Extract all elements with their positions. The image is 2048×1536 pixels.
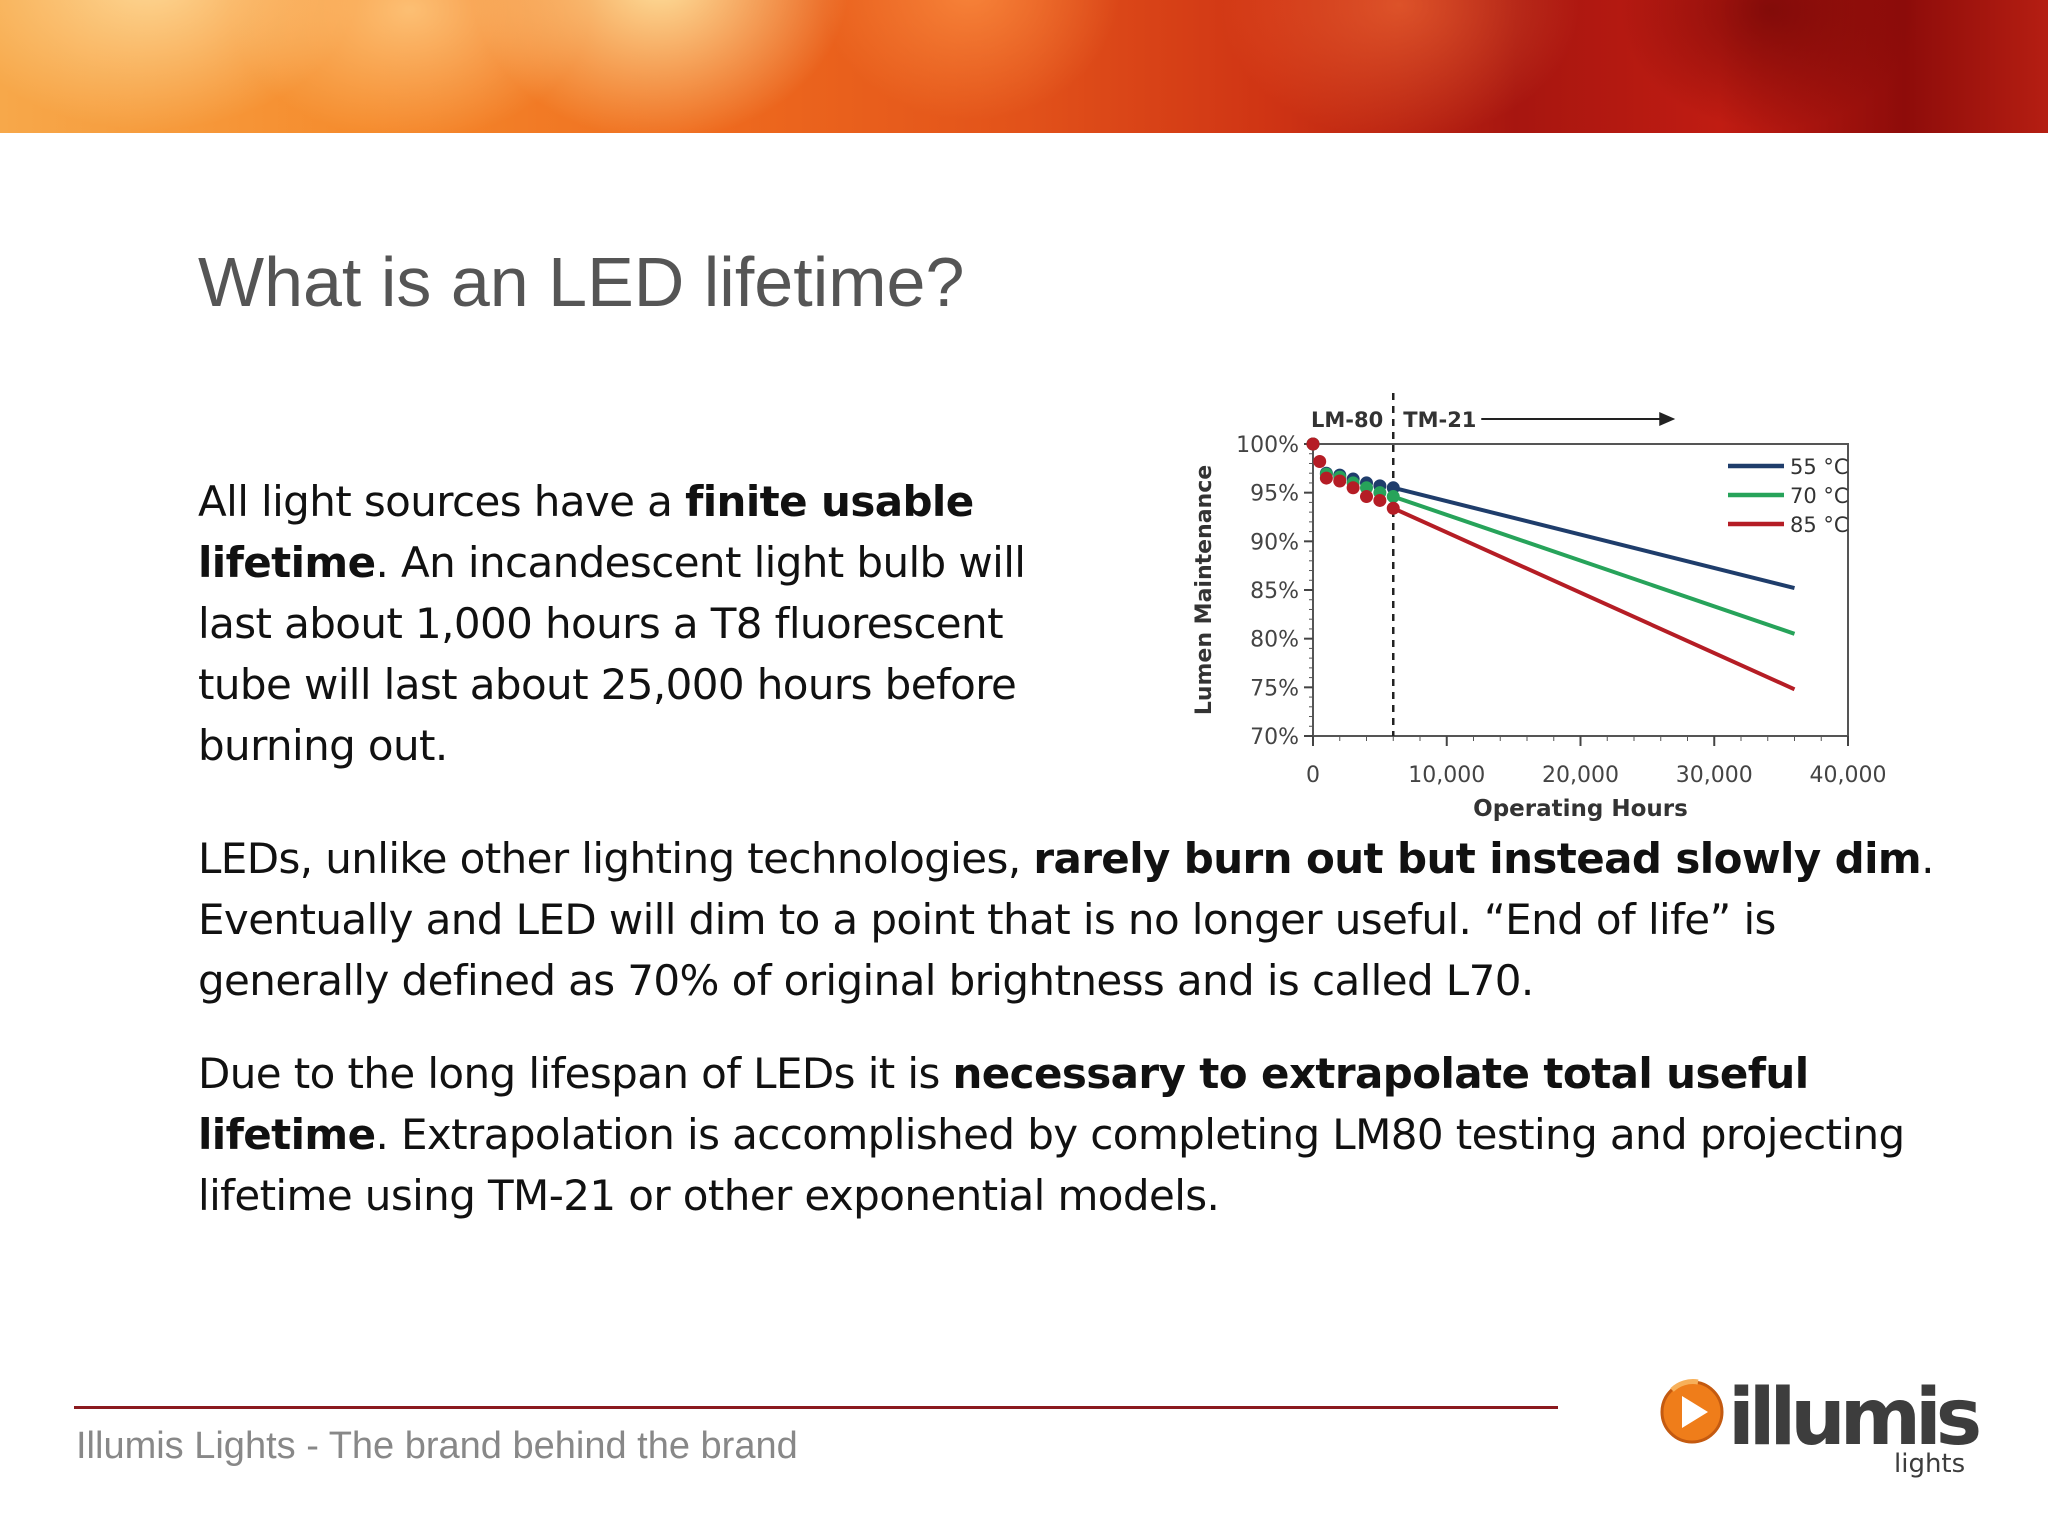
data-point (1346, 481, 1360, 495)
legend-label: 85 °C (1790, 513, 1849, 537)
body-text: . Extrapolation is accomplished by compl… (198, 1110, 1905, 1220)
x-tick-label: 40,000 (1810, 763, 1887, 788)
data-point (1386, 490, 1400, 504)
logo-subtext: lights (1894, 1449, 1965, 1478)
header-banner (0, 0, 2048, 133)
data-point (1333, 474, 1347, 488)
tm21-arrow-head (1659, 412, 1676, 426)
x-axis-title: Operating Hours (1473, 796, 1688, 822)
data-point (1313, 455, 1327, 469)
footer-divider (74, 1406, 1558, 1409)
y-tick-label: 100% (1236, 433, 1299, 458)
paragraph-lifetime: All light sources have a finite usable l… (198, 471, 1078, 776)
projection-line (1392, 494, 1796, 636)
y-tick-label: 85% (1250, 579, 1299, 604)
legend-label: 70 °C (1790, 484, 1849, 508)
lm80-label: LM-80 (1311, 408, 1383, 432)
emphasis-text: rarely burn out but instead slowly dim (1033, 834, 1922, 883)
body-text: All light sources have a (198, 477, 686, 526)
emphasis-text: necessary to extrapolate total useful li… (198, 1049, 1809, 1159)
x-tick-label: 20,000 (1542, 763, 1619, 788)
lumen-maintenance-chart: 100% 95% 90% 85% 80% 75% 70% 0 10,000 20,000 30,00… (1192, 393, 1887, 822)
legend-label: 55 °C (1790, 455, 1849, 479)
body-text: LEDs, unlike other lighting technologies… (198, 834, 1034, 883)
projection-line (1392, 506, 1796, 692)
data-point (1386, 501, 1400, 515)
footer-tagline: Illumis Lights - The brand behind the br… (76, 1425, 798, 1467)
data-point (1360, 490, 1373, 504)
x-tick-label: 30,000 (1676, 763, 1753, 788)
y-tick-label: 90% (1250, 530, 1299, 555)
paragraph-led-dimming: LEDs, unlike other lighting technologies… (198, 828, 1958, 1011)
body-text: . Eventually and LED will dim to a point… (198, 834, 1934, 1005)
slide-title: What is an LED lifetime? (198, 243, 965, 321)
x-tick-label: 0 (1306, 763, 1320, 788)
y-axis-title: Lumen Maintenance (1192, 465, 1217, 715)
data-point (1319, 471, 1333, 485)
x-tick-label: 10,000 (1408, 763, 1485, 788)
data-point (1306, 437, 1320, 451)
y-tick-label: 75% (1250, 676, 1299, 701)
tm21-label: TM-21 (1403, 408, 1476, 432)
y-tick-label: 95% (1250, 482, 1299, 507)
y-tick-label: 70% (1250, 725, 1299, 750)
paragraph-extrapolation: Due to the long lifespan of LEDs it is n… (198, 1043, 1958, 1226)
data-point (1373, 493, 1387, 507)
emphasis-text: finite usable lifetime (198, 477, 974, 587)
illumis-logo: illumis lights (1660, 1373, 1985, 1478)
body-text: Due to the long lifespan of LEDs it is (198, 1049, 953, 1098)
logo-wordmark: illumis (1728, 1373, 1979, 1463)
body-text: . An incandescent light bulb will last a… (198, 538, 1026, 770)
projection-line (1392, 485, 1795, 590)
y-tick-label: 80% (1250, 628, 1299, 653)
